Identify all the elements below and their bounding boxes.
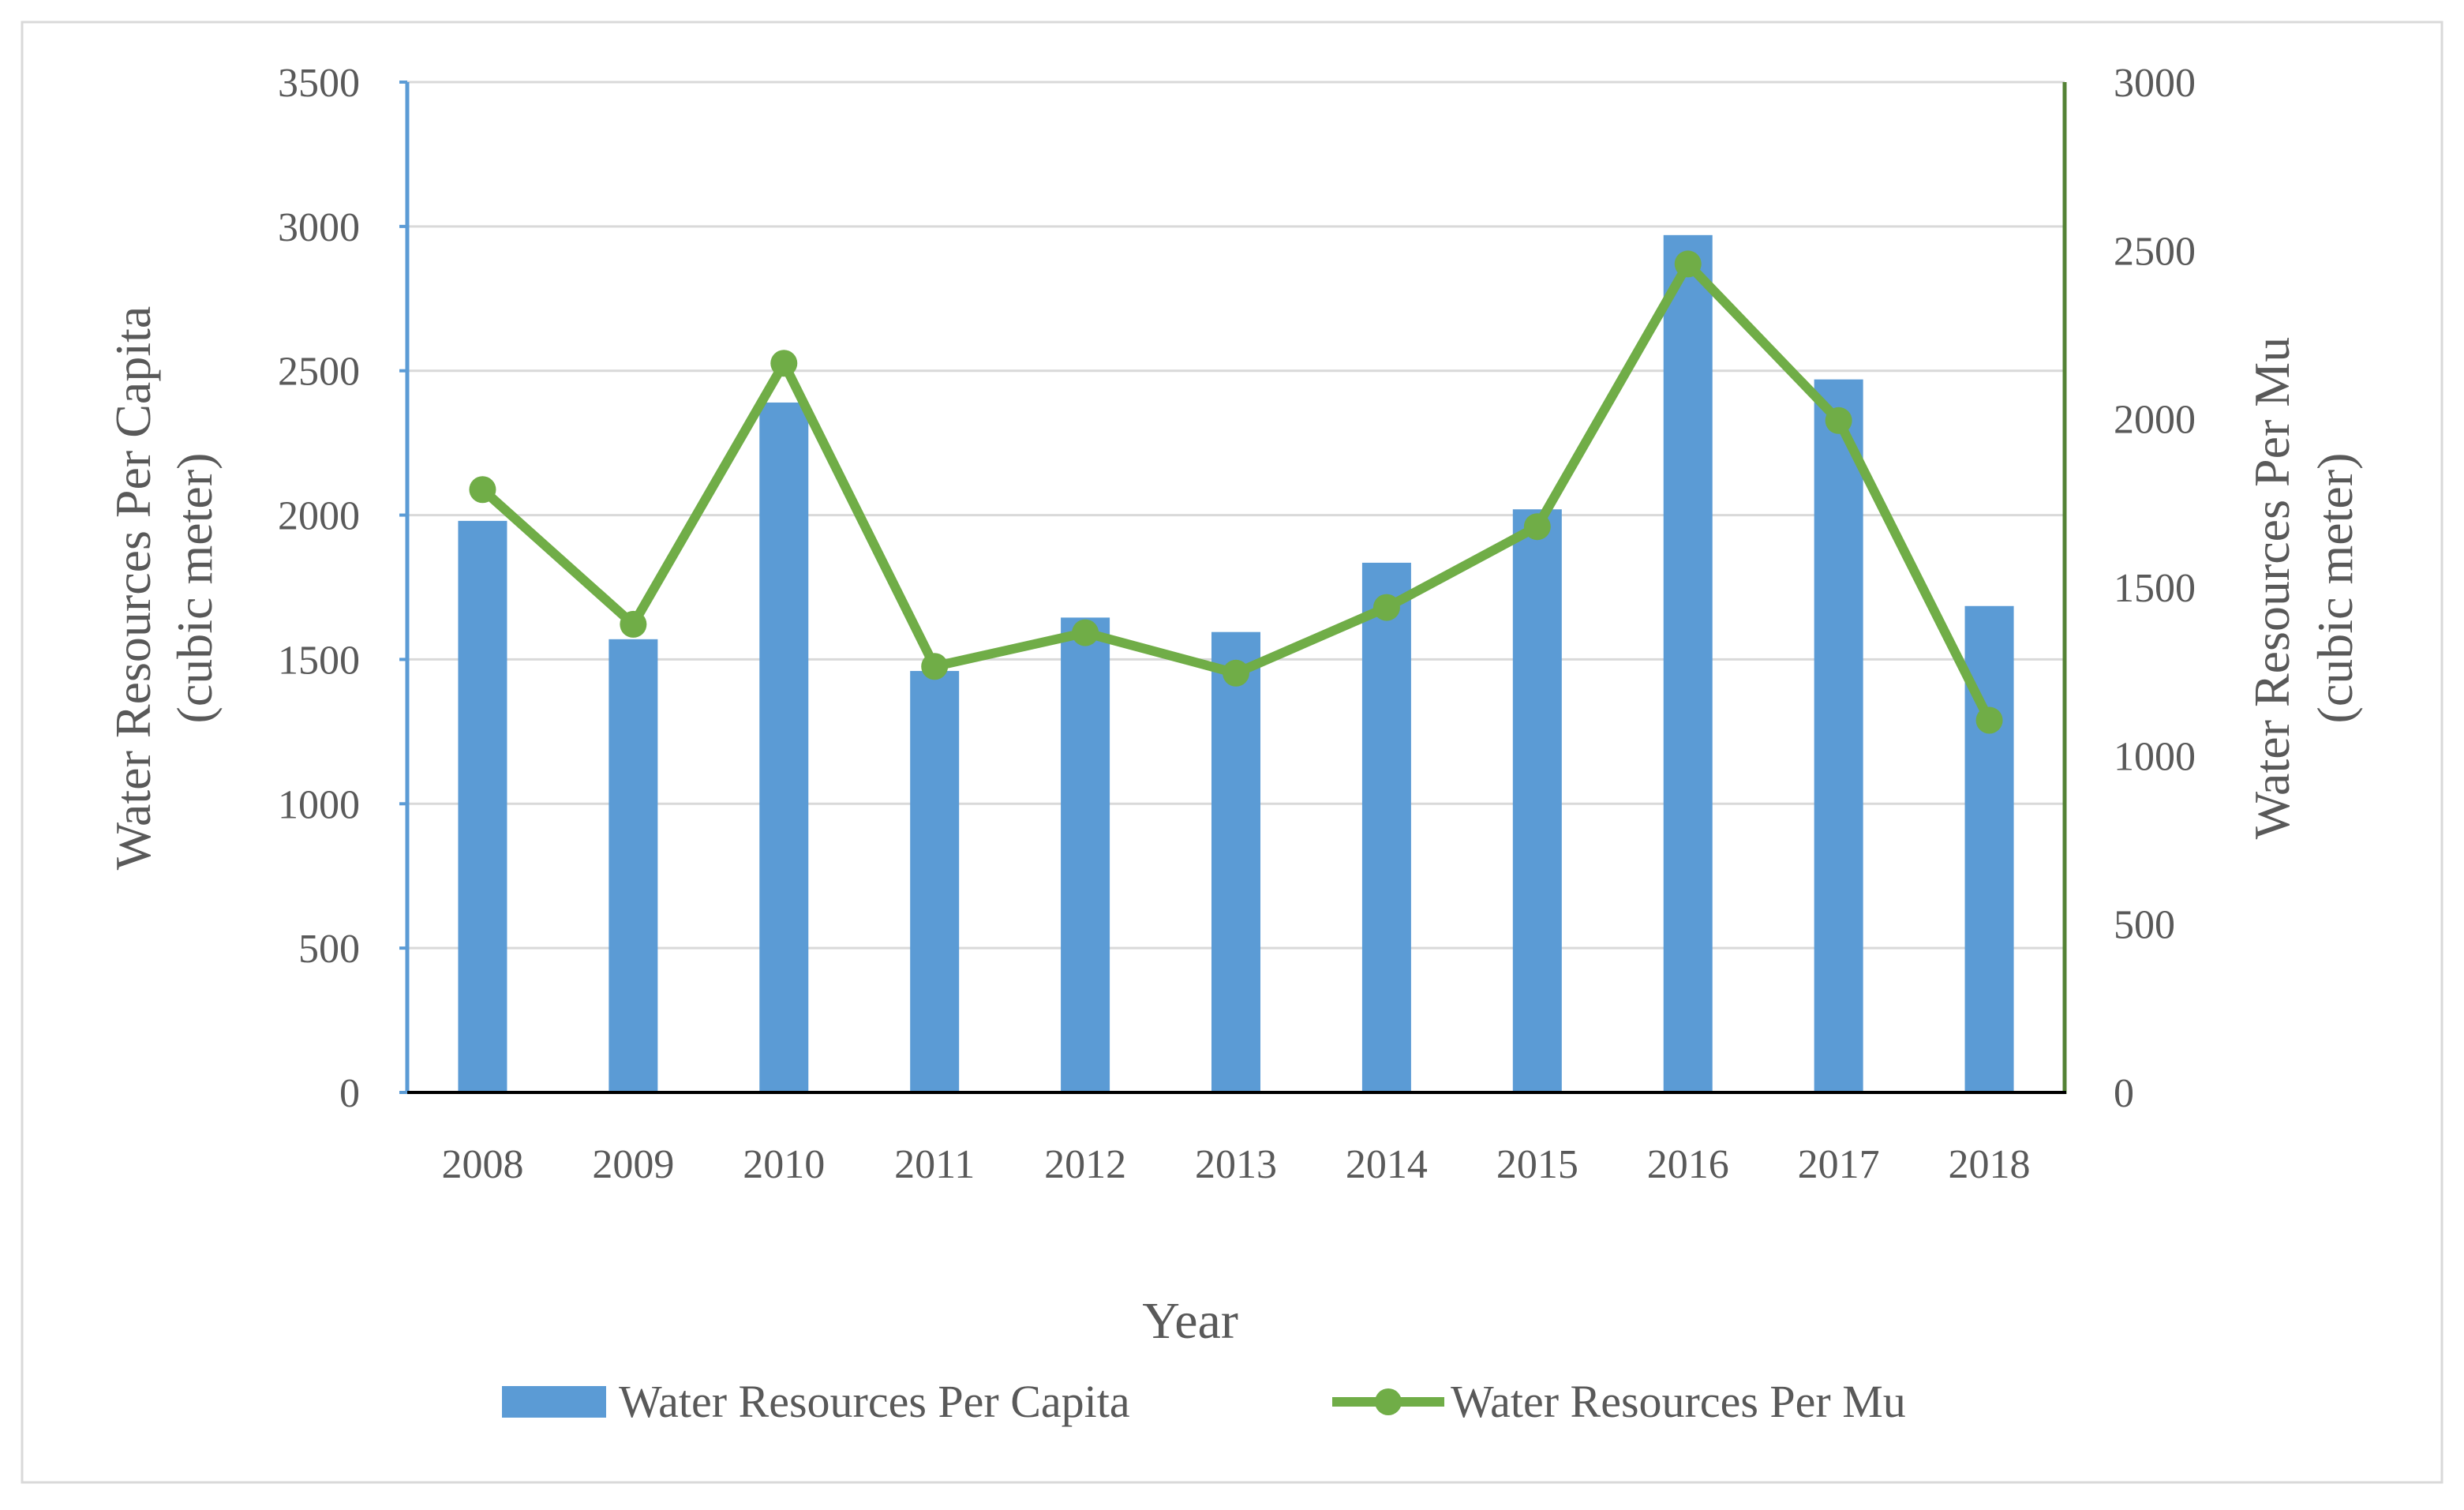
right-tick-label: 2000 (2114, 398, 2196, 443)
left-tick-label: 1500 (278, 638, 360, 683)
axes (399, 81, 2067, 1094)
chart-border (21, 21, 2443, 1484)
line-point-2017 (1825, 407, 1852, 434)
left-tick-label: 0 (339, 1071, 360, 1116)
x-tick-label: 2015 (1496, 1142, 1578, 1187)
bar-2013 (1211, 631, 1260, 1092)
bar-series (458, 234, 2014, 1093)
legend: Water Resources Per Capita Water Resourc… (502, 1376, 1906, 1427)
line-point-2013 (1223, 659, 1249, 687)
x-tick-label: 2009 (592, 1142, 674, 1187)
right-tick-label: 1500 (2114, 566, 2196, 611)
line-point-2014 (1372, 594, 1400, 621)
x-tick-label: 2013 (1195, 1142, 1277, 1187)
bar-2014 (1361, 562, 1411, 1092)
right-tick-label: 0 (2114, 1071, 2134, 1116)
right-axis-title-line1: Water Resources Per Mu (2244, 337, 2300, 839)
line-point-2015 (1523, 513, 1551, 541)
x-tick-label: 2008 (441, 1142, 523, 1187)
line-point-2016 (1674, 250, 1702, 278)
line-series (469, 250, 2003, 734)
bar-2017 (1814, 379, 1863, 1093)
x-tick-label: 2012 (1044, 1142, 1126, 1187)
left-tick-label: 500 (298, 927, 360, 972)
bar-2009 (609, 639, 658, 1092)
x-tick-label: 2018 (1949, 1142, 2031, 1187)
bar-2011 (910, 671, 960, 1092)
left-tick-label: 2500 (278, 350, 360, 395)
left-axis-title-line2: (cubic meter) (167, 453, 223, 724)
right-tick-label: 2500 (2114, 229, 2196, 274)
bar-2012 (1061, 617, 1110, 1092)
gridlines (407, 81, 2065, 950)
legend-bar-swatch (502, 1386, 606, 1418)
left-axis-title-line1: Water Resources Per Capita (105, 306, 161, 871)
right-axis-title-line2: (cubic meter) (2307, 453, 2363, 724)
bar-2008 (458, 520, 507, 1092)
left-tick-label: 3000 (278, 205, 360, 250)
legend-line-marker (1375, 1388, 1402, 1415)
x-tick-label: 2014 (1346, 1142, 1428, 1187)
legend-bar-label: Water Resources Per Capita (619, 1376, 1130, 1427)
legend-line-label: Water Resources Per Mu (1451, 1376, 1906, 1427)
line-point-2010 (770, 350, 798, 377)
right-tick-label: 3000 (2114, 61, 2196, 106)
line-point-2012 (1072, 619, 1099, 646)
left-tick-label: 1000 (278, 782, 360, 827)
x-tick-label: 2010 (743, 1142, 825, 1187)
left-tick-label: 3500 (278, 61, 360, 106)
right-tick-label: 500 (2114, 903, 2175, 948)
line-point-2018 (1975, 706, 2003, 734)
x-tick-label: 2011 (894, 1142, 975, 1187)
left-tick-label: 2000 (278, 494, 360, 539)
line-point-2008 (469, 476, 496, 504)
bar-2015 (1512, 509, 1562, 1092)
x-tick-label: 2016 (1647, 1142, 1729, 1187)
bar-2016 (1663, 234, 1713, 1092)
line-point-2011 (921, 653, 949, 680)
line-point-2009 (620, 610, 647, 638)
bar-2010 (759, 402, 809, 1092)
tick-labels: 0 500 1000 1500 2000 2500 3000 3500 0 500 1000 1500… (278, 61, 2196, 1187)
x-tick-label: 2017 (1798, 1142, 1880, 1187)
x-axis-title: Year (1142, 1292, 1238, 1350)
right-tick-label: 1000 (2114, 734, 2196, 779)
